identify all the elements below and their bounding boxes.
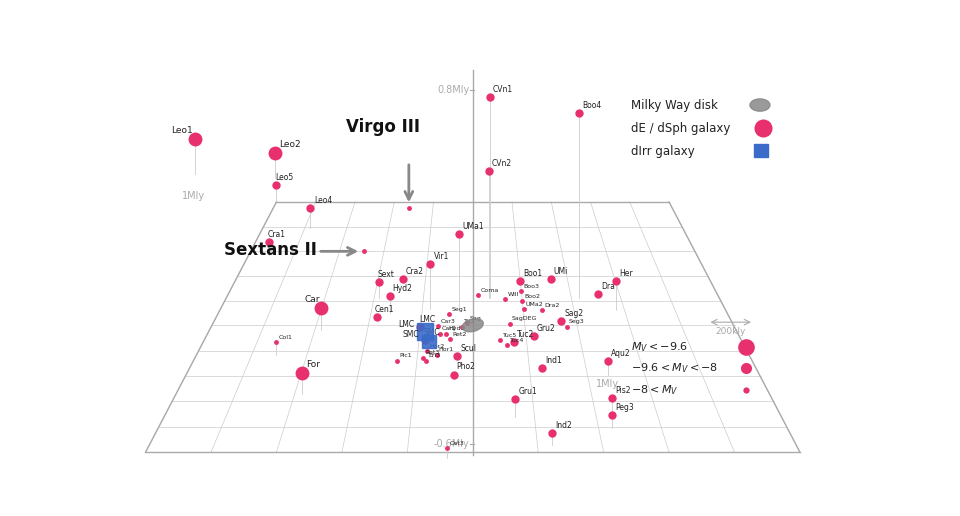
Text: Virgo III: Virgo III: [346, 118, 420, 136]
Bar: [754, 143, 768, 157]
Text: Hor2: Hor2: [430, 344, 444, 349]
Text: LMC: LMC: [398, 320, 414, 329]
Text: Gru2: Gru2: [537, 324, 556, 333]
Text: 200kly: 200kly: [715, 327, 746, 336]
Text: Dra2: Dra2: [544, 302, 560, 308]
Text: Cra2: Cra2: [406, 267, 423, 276]
Text: Leo1: Leo1: [172, 126, 193, 135]
Text: Tuc4: Tuc4: [510, 338, 524, 343]
Text: Cet3: Cet3: [449, 441, 465, 446]
Text: SMC: SMC: [423, 328, 440, 337]
Text: $-8 < M_V$: $-8 < M_V$: [631, 383, 678, 397]
Text: Tuc5: Tuc5: [503, 333, 517, 337]
Text: Pic1: Pic1: [399, 353, 412, 359]
Text: Ind1: Ind1: [545, 357, 562, 365]
Text: $M_V < -9.6$: $M_V < -9.6$: [631, 340, 687, 354]
Text: Boo4: Boo4: [582, 101, 601, 110]
Text: Ret2: Ret2: [452, 332, 467, 337]
Text: CVn2: CVn2: [492, 159, 512, 168]
Text: Sextans II: Sextans II: [224, 241, 317, 259]
Text: Milky Way disk: Milky Way disk: [631, 99, 717, 111]
Text: UMa2: UMa2: [526, 302, 543, 307]
Text: $-9.6 < M_V < -8$: $-9.6 < M_V < -8$: [631, 362, 718, 375]
Text: Vir1: Vir1: [434, 252, 449, 261]
Text: Car3: Car3: [441, 319, 455, 324]
Text: Tri2: Tri2: [465, 319, 475, 325]
Text: For: For: [305, 360, 320, 369]
Text: Boo3: Boo3: [523, 284, 540, 289]
Text: LMC: LMC: [419, 315, 435, 324]
Text: Cra1: Cra1: [267, 230, 285, 239]
Text: 0.8Mly: 0.8Mly: [438, 85, 469, 94]
Text: 1Mly: 1Mly: [596, 379, 619, 389]
Text: Pho2: Pho2: [457, 362, 475, 372]
Text: Eri3: Eri3: [428, 353, 441, 359]
Text: Col1: Col1: [278, 335, 293, 340]
Text: Leo2: Leo2: [278, 140, 300, 149]
Text: SagDEG: SagDEG: [512, 316, 538, 321]
Text: Peg3: Peg3: [615, 402, 634, 411]
Text: Seg3: Seg3: [569, 319, 585, 325]
Text: Ret3: Ret3: [425, 350, 440, 356]
Text: Seg1: Seg1: [451, 307, 467, 312]
Text: UMa1: UMa1: [462, 222, 484, 231]
Text: SMC: SMC: [403, 330, 420, 339]
Text: Boo2: Boo2: [524, 294, 540, 299]
Text: Car2: Car2: [442, 327, 457, 331]
Text: Scul: Scul: [461, 344, 476, 353]
Text: CVn1: CVn1: [492, 85, 513, 94]
Bar: [417, 323, 434, 340]
Text: -0.6Mly: -0.6Mly: [434, 439, 469, 449]
Text: Leo5: Leo5: [275, 173, 293, 182]
Ellipse shape: [750, 99, 770, 111]
Text: Gru1: Gru1: [518, 387, 537, 396]
Text: dIrr galaxy: dIrr galaxy: [631, 145, 694, 158]
Text: Pis2: Pis2: [615, 385, 631, 395]
Text: Will: Will: [508, 292, 518, 297]
Text: 1Mly: 1Mly: [181, 191, 204, 201]
Text: Ind2: Ind2: [555, 421, 572, 430]
Text: Leo4: Leo4: [314, 196, 332, 205]
Text: UMi: UMi: [554, 267, 568, 276]
Text: Sag: Sag: [469, 316, 481, 320]
Text: Cen1: Cen1: [375, 305, 395, 314]
Text: Hyd2: Hyd2: [393, 284, 413, 293]
Ellipse shape: [462, 319, 483, 332]
Text: Coma: Coma: [480, 288, 498, 293]
Text: Sext: Sext: [377, 270, 395, 279]
Text: Aqu2: Aqu2: [611, 349, 630, 358]
Text: Sag2: Sag2: [564, 309, 584, 317]
Text: Hor1: Hor1: [439, 347, 454, 352]
Text: Boo1: Boo1: [523, 269, 542, 278]
Bar: [422, 334, 436, 348]
Text: dE / dSph galaxy: dE / dSph galaxy: [631, 122, 730, 135]
Text: Dra: Dra: [601, 282, 615, 292]
Text: Her: Her: [619, 268, 633, 278]
Text: Car: Car: [304, 296, 320, 304]
Text: Hyd1: Hyd1: [448, 327, 465, 331]
Text: Tuc2: Tuc2: [517, 330, 535, 339]
